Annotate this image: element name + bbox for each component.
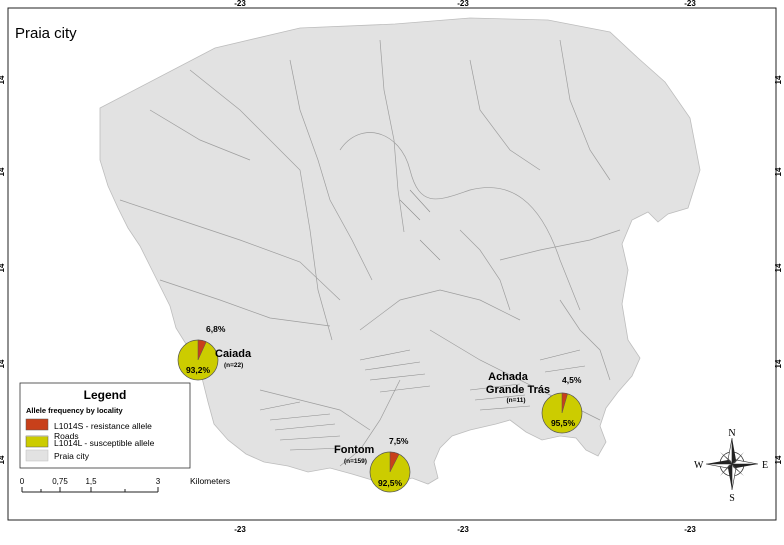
compass-rose: N S E W — [694, 428, 768, 504]
compass-arrow-s — [728, 464, 732, 490]
coord-right-3: 14 — [774, 263, 783, 272]
legend-box — [19, 382, 191, 469]
urban-streets — [259, 189, 586, 451]
compass-n: N — [728, 428, 735, 439]
pie-fontom-resistance — [389, 451, 400, 473]
compass-arrow-sw — [720, 464, 732, 476]
pie-caiada-resistance — [197, 339, 207, 361]
legend: Legend Allele frequency by locality L101… — [19, 382, 191, 469]
scale-tick-0: 0 — [20, 477, 25, 486]
pie-achada-susceptible-label: 95,5% — [551, 418, 576, 428]
coord-right-2: 14 — [774, 167, 783, 176]
pie-caiada-resistance-label: 6,8% — [206, 324, 226, 334]
locality-fontom-n: (n=159) — [344, 458, 367, 465]
locality-achada-name-line1: Achada — [488, 371, 529, 383]
coord-bottom-2: -23 — [457, 525, 469, 534]
compass-arrow-n — [732, 438, 736, 464]
locality-caiada-n: (n=22) — [224, 362, 243, 369]
legend-subtitle: Allele frequency by locality — [26, 406, 124, 415]
scale-bar: 0 0,75 1,5 3 Kilometers — [20, 476, 230, 493]
map-title: Praia city — [15, 25, 77, 42]
compass-w: W — [694, 460, 704, 471]
legend-swatch-city — [25, 449, 49, 462]
pie-caiada-susceptible-label: 93,2% — [186, 365, 211, 375]
compass-arrow-ne — [732, 452, 744, 464]
coord-left-5: 14 — [0, 455, 6, 464]
coord-left-2: 14 — [0, 167, 6, 176]
coord-right-1: 14 — [774, 75, 783, 84]
coord-top-2: -23 — [457, 0, 469, 8]
pie-achada-resistance — [561, 392, 568, 414]
scale-tick-2: 1,5 — [85, 477, 97, 486]
compass-s: S — [729, 493, 735, 504]
coord-right-5: 14 — [774, 455, 783, 464]
legend-item-city: Praia city — [54, 451, 90, 461]
legend-title: Legend — [84, 388, 127, 402]
coord-left-1: 14 — [0, 75, 6, 84]
locality-achada-n: (n=11) — [507, 397, 526, 404]
coord-bottom-3: -23 — [684, 525, 696, 534]
coord-right-4: 14 — [774, 359, 783, 368]
pie-achada-grande-tras: 95,5% 4,5% Achada Grande Trás (n=11) — [486, 371, 583, 434]
scale-tick-3: 3 — [156, 477, 161, 486]
coord-left-3: 14 — [0, 263, 6, 272]
pie-fontom: 92,5% 7,5% Fontom (n=159) — [334, 436, 411, 493]
locality-fontom-name: Fontom — [334, 444, 375, 456]
compass-arrow-e — [732, 464, 758, 468]
pie-caiada: 93,2% 6,8% Caiada (n=22) — [177, 324, 252, 381]
coord-top-1: -23 — [234, 0, 246, 8]
legend-swatch-susceptible — [25, 435, 49, 448]
legend-item-resistance: L1014S - resistance allele — [54, 421, 152, 431]
legend-item-susceptible: L1014L - susceptible allele — [54, 438, 155, 448]
coord-top-3: -23 — [684, 0, 696, 8]
scale-unit: Kilometers — [190, 476, 230, 486]
compass-e: E — [762, 460, 768, 471]
compass-arrow-nw — [720, 452, 732, 464]
compass-arrow-se — [732, 464, 744, 476]
pie-fontom-resistance-label: 7,5% — [389, 436, 409, 446]
pie-fontom-susceptible-label: 92,5% — [378, 478, 403, 488]
compass-arrow-w — [706, 460, 732, 464]
legend-item-roads: Roads — [54, 431, 79, 441]
locality-caiada-name: Caiada — [215, 348, 252, 360]
coord-bottom-1: -23 — [234, 525, 246, 534]
roads-layer — [119, 39, 621, 467]
locality-achada-name-line2: Grande Trás — [486, 384, 550, 396]
coord-left-4: 14 — [0, 359, 6, 368]
scale-tick-1: 0,75 — [52, 477, 68, 486]
legend-swatch-resistance — [25, 418, 49, 431]
pie-achada-resistance-label: 4,5% — [562, 375, 582, 385]
